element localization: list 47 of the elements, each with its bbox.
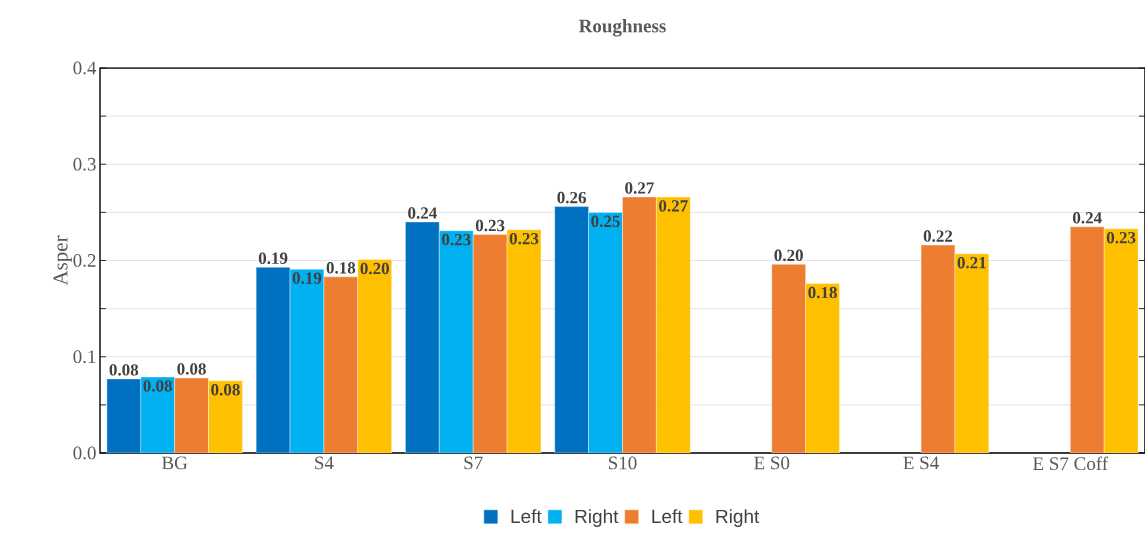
y-tick-label: 0.4 bbox=[73, 61, 97, 75]
bar bbox=[357, 259, 392, 453]
legend-label: Left bbox=[652, 509, 683, 524]
legend-label: Left bbox=[511, 509, 542, 524]
data-label: 0.27 bbox=[659, 200, 688, 212]
x-tick-label: E S0 bbox=[754, 456, 790, 470]
x-tick-label: E S7 Coff bbox=[1033, 456, 1109, 471]
data-label: 0.20 bbox=[360, 262, 389, 275]
y-tick-label: 0.2 bbox=[73, 254, 96, 267]
bar bbox=[506, 229, 542, 453]
data-label: 0.26 bbox=[557, 191, 587, 204]
data-label: 0.19 bbox=[258, 252, 288, 265]
data-label: 0.23 bbox=[475, 219, 505, 232]
data-label: 0.19 bbox=[292, 272, 322, 284]
bar bbox=[208, 380, 243, 453]
data-label: 0.24 bbox=[1073, 212, 1102, 224]
data-label: 0.27 bbox=[625, 182, 654, 194]
y-tick-label: 0.0 bbox=[73, 446, 96, 460]
legend-label: Right bbox=[575, 509, 619, 527]
data-label: 0.08 bbox=[177, 363, 206, 375]
x-tick-label: E S4 bbox=[903, 456, 939, 470]
bar bbox=[954, 253, 990, 453]
bar bbox=[1104, 228, 1139, 453]
data-label: 0.23 bbox=[442, 233, 471, 246]
data-label: 0.23 bbox=[1106, 231, 1136, 244]
data-label: 0.18 bbox=[326, 262, 356, 274]
data-label: 0.08 bbox=[211, 384, 240, 396]
x-tick-label: S7 bbox=[464, 456, 483, 470]
data-label: 0.18 bbox=[808, 286, 837, 299]
x-tick-label: S10 bbox=[608, 456, 637, 470]
x-tick-label: S4 bbox=[315, 456, 334, 470]
data-label: 0.23 bbox=[509, 232, 539, 245]
data-label: 0.22 bbox=[923, 230, 953, 242]
x-tick-label: BG bbox=[162, 456, 188, 470]
data-label: 0.21 bbox=[957, 256, 986, 269]
data-label: 0.08 bbox=[109, 364, 139, 376]
legend-label: Right bbox=[716, 509, 760, 527]
y-tick-label: 0.1 bbox=[73, 350, 96, 364]
data-label: 0.25 bbox=[591, 215, 620, 228]
y-tick-label: 0.3 bbox=[73, 157, 96, 171]
bar bbox=[805, 283, 840, 453]
data-label: 0.08 bbox=[143, 380, 173, 392]
data-label: 0.20 bbox=[774, 249, 803, 262]
chart-title: Roughness bbox=[578, 19, 666, 37]
y-axis-title: Asper bbox=[53, 235, 72, 286]
data-label: 0.24 bbox=[408, 207, 437, 219]
bar bbox=[656, 196, 691, 453]
